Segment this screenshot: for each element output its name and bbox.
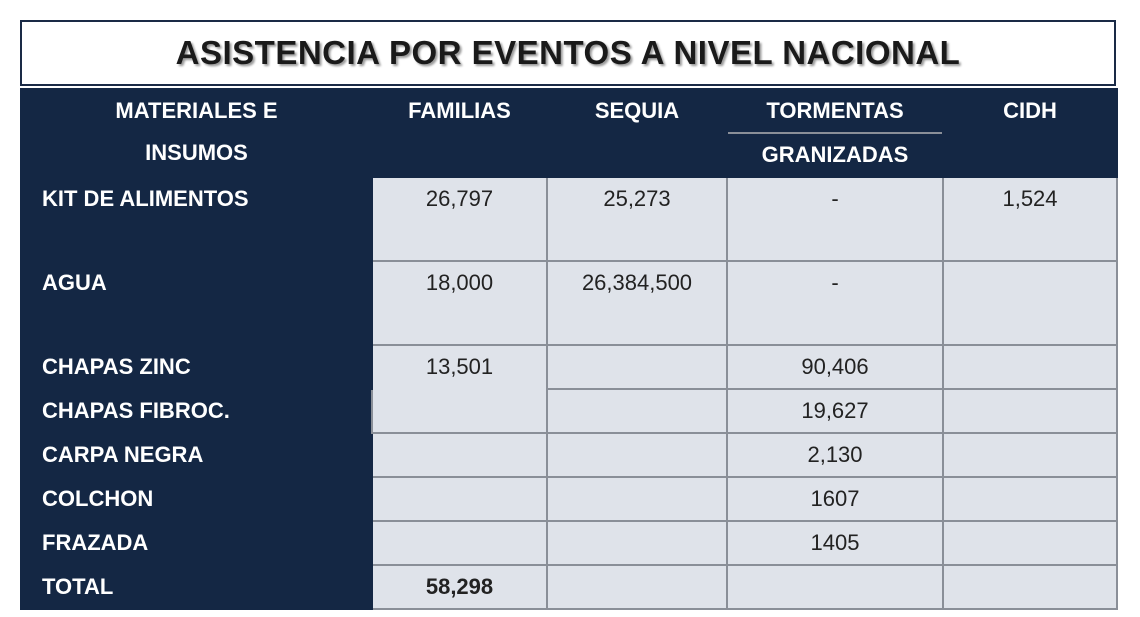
header-cidh: CIDH (942, 88, 1118, 178)
cell-familias (371, 432, 548, 478)
cell-cidh (942, 564, 1118, 610)
row-label: CHAPAS ZINC (20, 344, 373, 390)
cell-cidh (942, 520, 1118, 566)
cell-sequia: 26,384,500 (546, 260, 728, 346)
cell-familias: 13,501 (371, 344, 548, 434)
cell-familias: 26,797 (371, 176, 548, 262)
cell-familias (371, 476, 548, 522)
cell-sequia (546, 344, 728, 390)
table-row: CARPA NEGRA 2,130 (20, 432, 1118, 478)
cell-tormentas: 2,130 (726, 432, 944, 478)
cell-tormentas: 1607 (726, 476, 944, 522)
cell-familias: 18,000 (371, 260, 548, 346)
table-row: AGUA 18,000 26,384,500 - (20, 260, 1118, 346)
header-row: MATERIALES E INSUMOS FAMILIAS SEQUIA TOR… (20, 88, 1118, 178)
row-label: CARPA NEGRA (20, 432, 373, 478)
header-granizadas: GRANIZADAS (761, 142, 909, 167)
row-label: AGUA (20, 260, 373, 346)
row-label: KIT DE ALIMENTOS (20, 176, 373, 262)
cell-familias (371, 520, 548, 566)
cell-tormentas: 1405 (726, 520, 944, 566)
table-row-total: TOTAL 58,298 (20, 564, 1118, 610)
cell-cidh (942, 344, 1118, 390)
table-row: FRAZADA 1405 (20, 520, 1118, 566)
cell-sequia (546, 388, 728, 434)
cell-sequia (546, 520, 728, 566)
header-materiales-line1: MATERIALES E (115, 98, 278, 123)
cell-cidh (942, 432, 1118, 478)
table-row: COLCHON 1607 (20, 476, 1118, 522)
header-tormentas-granizadas: TORMENTAS GRANIZADAS (726, 88, 944, 178)
header-tormentas: TORMENTAS (728, 90, 942, 134)
table-row: CHAPAS FIBROC. 19,627 (20, 388, 1118, 434)
cell-tormentas: 19,627 (726, 388, 944, 434)
cell-sequia (546, 564, 728, 610)
cell-sequia: 25,273 (546, 176, 728, 262)
cell-sequia (546, 476, 728, 522)
header-materiales-line2: INSUMOS (145, 140, 248, 165)
row-label: CHAPAS FIBROC. (20, 388, 373, 434)
page-title: ASISTENCIA POR EVENTOS A NIVEL NACIONAL (175, 34, 961, 71)
cell-cidh (942, 388, 1118, 434)
cell-tormentas: 90,406 (726, 344, 944, 390)
cell-sequia (546, 432, 728, 478)
header-familias: FAMILIAS (371, 88, 548, 178)
title-box: ASISTENCIA POR EVENTOS A NIVEL NACIONAL (20, 20, 1116, 86)
cell-cidh (942, 260, 1118, 346)
cell-familias: 58,298 (371, 564, 548, 610)
table-row: KIT DE ALIMENTOS 26,797 25,273 - 1,524 (20, 176, 1118, 262)
cell-tormentas (726, 564, 944, 610)
row-label: COLCHON (20, 476, 373, 522)
header-sequia: SEQUIA (546, 88, 728, 178)
row-label: FRAZADA (20, 520, 373, 566)
cell-tormentas: - (726, 260, 944, 346)
assistance-table: MATERIALES E INSUMOS FAMILIAS SEQUIA TOR… (20, 88, 1118, 610)
table-row: CHAPAS ZINC 13,501 90,406 (20, 344, 1118, 434)
cell-tormentas: - (726, 176, 944, 262)
cell-cidh (942, 476, 1118, 522)
cell-cidh: 1,524 (942, 176, 1118, 262)
row-label: TOTAL (20, 564, 373, 610)
header-materiales: MATERIALES E INSUMOS (20, 88, 373, 178)
